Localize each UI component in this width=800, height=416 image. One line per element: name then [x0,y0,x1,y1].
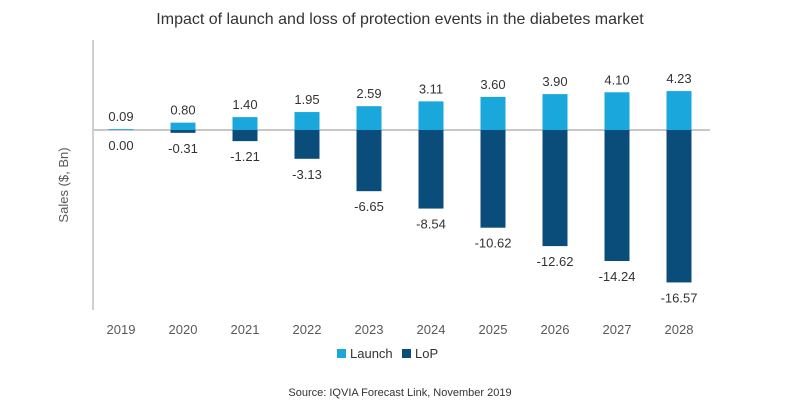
data-label-launch-2026: 3.90 [542,74,567,89]
x-tick-2028: 2028 [665,322,694,337]
data-label-lop-2025: -10.62 [475,236,512,251]
x-tick-2026: 2026 [541,322,570,337]
data-label-launch-2022: 1.95 [294,92,319,107]
data-label-lop-2028: -16.57 [661,290,698,305]
bar-lop-2020 [170,130,196,133]
bar-launch-2022 [294,112,320,130]
data-label-lop-2019: 0.00 [108,138,133,153]
bar-lop-2024 [418,130,444,209]
bar-launch-2019 [108,129,134,130]
legend-label-launch: Launch [350,346,393,361]
x-tick-2021: 2021 [231,322,260,337]
data-label-lop-2023: -6.65 [354,199,384,214]
y-axis-label: Sales ($, Bn) [56,147,71,222]
data-label-lop-2027: -14.24 [599,269,636,284]
data-label-lop-2024: -8.54 [416,217,446,232]
x-tick-2024: 2024 [417,322,446,337]
x-tick-2020: 2020 [169,322,198,337]
bars-group: 0.09 0.00 0.80 -0.31 1.40 -1.21 1.95 -3.13 2.59 -… [108,71,697,305]
data-label-lop-2021: -1.21 [230,149,260,164]
bar-launch-2024 [418,101,444,130]
bar-lop-2023 [356,130,382,192]
bar-launch-2021 [232,117,258,130]
legend: Launch LoP [337,346,438,361]
bar-launch-2028 [666,91,692,130]
bar-lop-2025 [480,130,506,228]
data-label-launch-2020: 0.80 [170,103,195,118]
x-tick-2025: 2025 [479,322,508,337]
data-label-launch-2028: 4.23 [666,71,691,86]
chart-title: Impact of launch and loss of protection … [156,11,644,28]
data-label-lop-2020: -0.31 [168,141,198,156]
data-label-launch-2023: 2.59 [356,86,381,101]
bar-lop-2028 [666,130,692,283]
bar-lop-2027 [604,130,630,262]
x-tick-labels: 2019 2020 2021 2022 2023 2024 2025 2026 2027 2028 [107,322,694,337]
data-label-lop-2022: -3.13 [292,167,322,182]
x-tick-2023: 2023 [355,322,384,337]
bar-launch-2027 [604,92,630,130]
bar-lop-2021 [232,130,258,142]
data-label-launch-2024: 3.11 [419,81,443,96]
data-label-launch-2019: 0.09 [108,109,133,124]
legend-label-lop: LoP [415,346,438,361]
x-tick-2022: 2022 [293,322,322,337]
bar-lop-2026 [542,130,568,247]
data-label-launch-2027: 4.10 [604,72,629,87]
data-label-launch-2025: 3.60 [480,77,505,92]
x-tick-2019: 2019 [107,322,136,337]
bar-lop-2022 [294,130,320,159]
legend-swatch-lop [402,349,411,358]
x-tick-2027: 2027 [603,322,632,337]
data-label-lop-2026: -12.62 [537,254,574,269]
bar-launch-2023 [356,106,382,130]
source-note: Source: IQVIA Forecast Link, November 20… [288,387,511,399]
bar-launch-2020 [170,122,196,130]
bar-launch-2026 [542,94,568,130]
legend-swatch-launch [337,349,346,358]
bar-launch-2025 [480,96,506,130]
data-label-launch-2021: 1.40 [232,97,257,112]
